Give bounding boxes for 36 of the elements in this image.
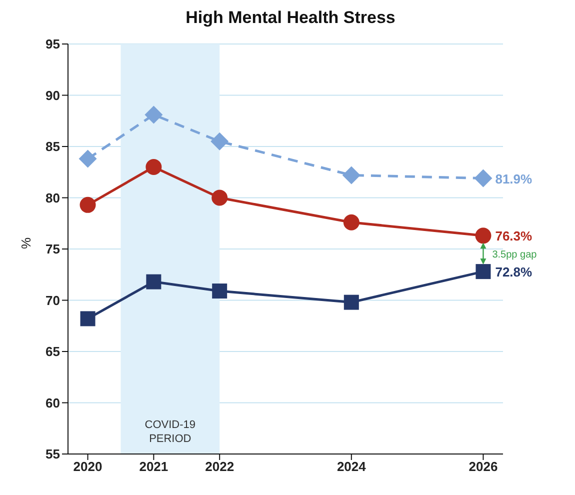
y-tick-label: 55 [46,446,60,462]
point [146,274,162,290]
annotation: 3.5pp gap [492,250,538,261]
point [212,190,228,206]
x-tick-label: 2022 [205,459,234,474]
point [80,311,96,326]
y-tick-label: 75 [46,242,60,257]
point [144,106,163,124]
point [344,294,359,310]
y-tick-label: 60 [46,395,60,410]
y-tick-label: 95 [46,36,60,52]
point [343,214,360,230]
chart-title: High Mental Health Stress [184,8,396,28]
point [476,264,491,280]
data-label: 81.9% [495,171,533,186]
data-label: 72.8% [495,264,533,280]
y-axis-title: % [18,237,34,249]
y-tick-label: 80 [46,190,60,206]
y-tick-label: 90 [46,88,60,103]
data-label: 76.3% [495,228,533,244]
y-tick-label: 85 [46,139,60,154]
point [78,150,97,168]
point [474,169,492,188]
x-tick-label: 2026 [468,459,498,474]
band-label: COVID-19 PERIOD [144,419,196,445]
point [212,284,228,299]
point [146,159,162,175]
point [210,132,229,150]
x-tick-label: 2021 [139,459,168,474]
point [342,166,360,184]
y-tick-label: 70 [46,292,60,308]
y-tick-label: 65 [46,344,60,360]
point [80,196,96,213]
x-tick-label: 2024 [336,459,367,474]
x-tick-label: 2020 [73,459,102,474]
point [475,228,492,244]
